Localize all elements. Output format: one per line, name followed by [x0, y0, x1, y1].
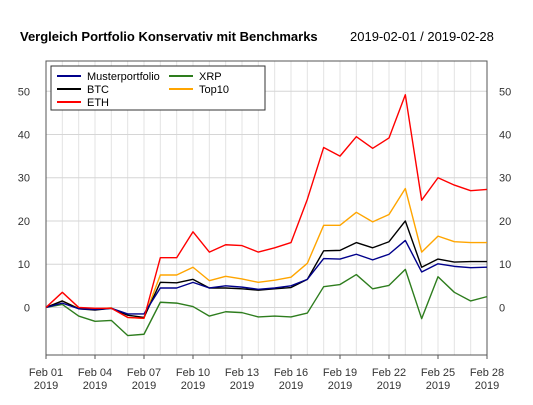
y-tick-label-left: 40 — [18, 130, 30, 142]
y-tick-label-left: 0 — [24, 302, 30, 314]
x-tick-label: Feb 22 — [372, 367, 406, 379]
x-tick-label: Feb 13 — [225, 367, 259, 379]
y-tick-label-right: 20 — [499, 216, 511, 228]
legend-label-musterportfolio: Musterportfolio — [87, 71, 160, 83]
y-tick-label-left: 50 — [18, 86, 30, 98]
y-tick-label-right: 50 — [499, 86, 511, 98]
x-tick-label: Feb 07 — [127, 367, 161, 379]
x-tick-label-year: 2019 — [279, 380, 303, 392]
x-tick-label: Feb 16 — [274, 367, 308, 379]
legend-label-xrp: XRP — [199, 71, 222, 83]
x-tick-label: Feb 25 — [421, 367, 455, 379]
y-tick-label-left: 30 — [18, 173, 30, 185]
x-tick-label-year: 2019 — [181, 380, 205, 392]
legend-label-btc: BTC — [87, 84, 109, 96]
series-lines — [45, 94, 488, 337]
plot-frame — [45, 60, 488, 356]
chart-subtitle: 2019-02-01 / 2019-02-28 — [350, 29, 494, 44]
y-tick-label-right: 10 — [499, 259, 511, 271]
y-tick-label-left: 10 — [18, 259, 30, 271]
x-tick-label-year: 2019 — [426, 380, 450, 392]
x-tick-label: Feb 10 — [176, 367, 210, 379]
x-tick-label-year: 2019 — [230, 380, 254, 392]
x-tick-label: Feb 28 — [470, 367, 504, 379]
series-line-musterportfolio — [45, 239, 488, 315]
x-tick-label-year: 2019 — [34, 380, 58, 392]
x-tick-label-year: 2019 — [475, 380, 499, 392]
y-tick-label-right: 0 — [499, 302, 505, 314]
x-tick-label-year: 2019 — [377, 380, 401, 392]
x-tick-label: Feb 19 — [323, 367, 357, 379]
legend-box — [50, 65, 266, 111]
series-line-eth — [45, 94, 488, 319]
y-tick-label-right: 40 — [499, 130, 511, 142]
x-tick-label: Feb 01 — [29, 367, 63, 379]
y-tick-label-right: 30 — [499, 173, 511, 185]
legend-label-top10: Top10 — [199, 84, 229, 96]
x-tick-label-year: 2019 — [328, 380, 352, 392]
legend-label-eth: ETH — [87, 97, 109, 109]
x-tick-label-year: 2019 — [83, 380, 107, 392]
y-tick-label-left: 20 — [18, 216, 30, 228]
series-line-top10 — [45, 187, 487, 319]
chart-title: Vergleich Portfolio Konservativ mit Benc… — [20, 29, 318, 44]
x-tick-label-year: 2019 — [132, 380, 156, 392]
series-line-xrp — [45, 268, 488, 337]
x-tick-label: Feb 04 — [78, 367, 112, 379]
